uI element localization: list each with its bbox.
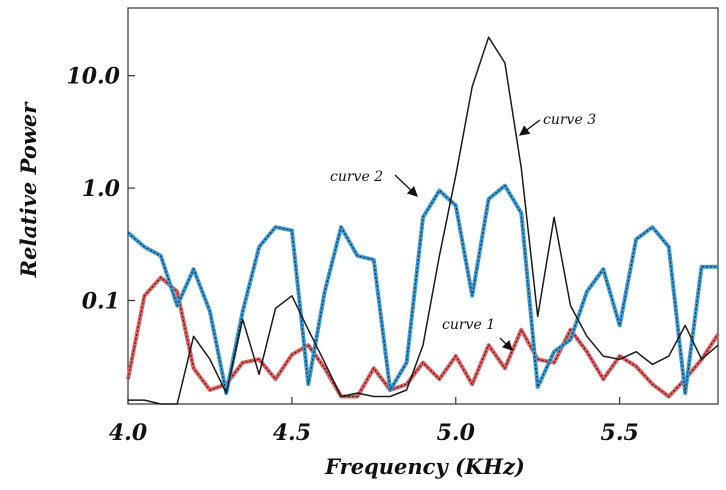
y-tick-label: 10.0 — [66, 64, 120, 90]
y-tick-label: 0.1 — [82, 288, 120, 314]
x-axis-title: Frequency (KHz) — [324, 454, 525, 479]
series-layer — [126, 36, 720, 405]
annotation-arrow-curve-1 — [499, 337, 513, 351]
annotation-layer: curve 1 curve 2 curve 3 — [330, 112, 596, 351]
annotation-arrow-curve-2 — [394, 174, 418, 197]
plot-frame — [127, 7, 719, 405]
x-tick-label: 5.0 — [437, 420, 476, 446]
tick-layer: 4.0 4.5 5.0 5.5 0.1 1.0 10.0 — [66, 64, 638, 446]
y-axis-title: Relative Power — [16, 101, 41, 279]
y-tick-label: 1.0 — [82, 176, 121, 202]
x-tick-label: 5.5 — [601, 420, 639, 446]
x-tick-label: 4.0 — [109, 420, 148, 446]
x-tick-label: 4.5 — [273, 420, 311, 446]
series-line-curve-3 — [128, 36, 719, 405]
annotation-label-curve-1: curve 1 — [442, 317, 495, 333]
series-overlay-curve-1 — [127, 276, 719, 398]
annotation-label-curve-3: curve 3 — [543, 112, 596, 128]
annotation-label-curve-2: curve 2 — [330, 169, 383, 185]
annotation-arrow-curve-3 — [518, 119, 541, 136]
